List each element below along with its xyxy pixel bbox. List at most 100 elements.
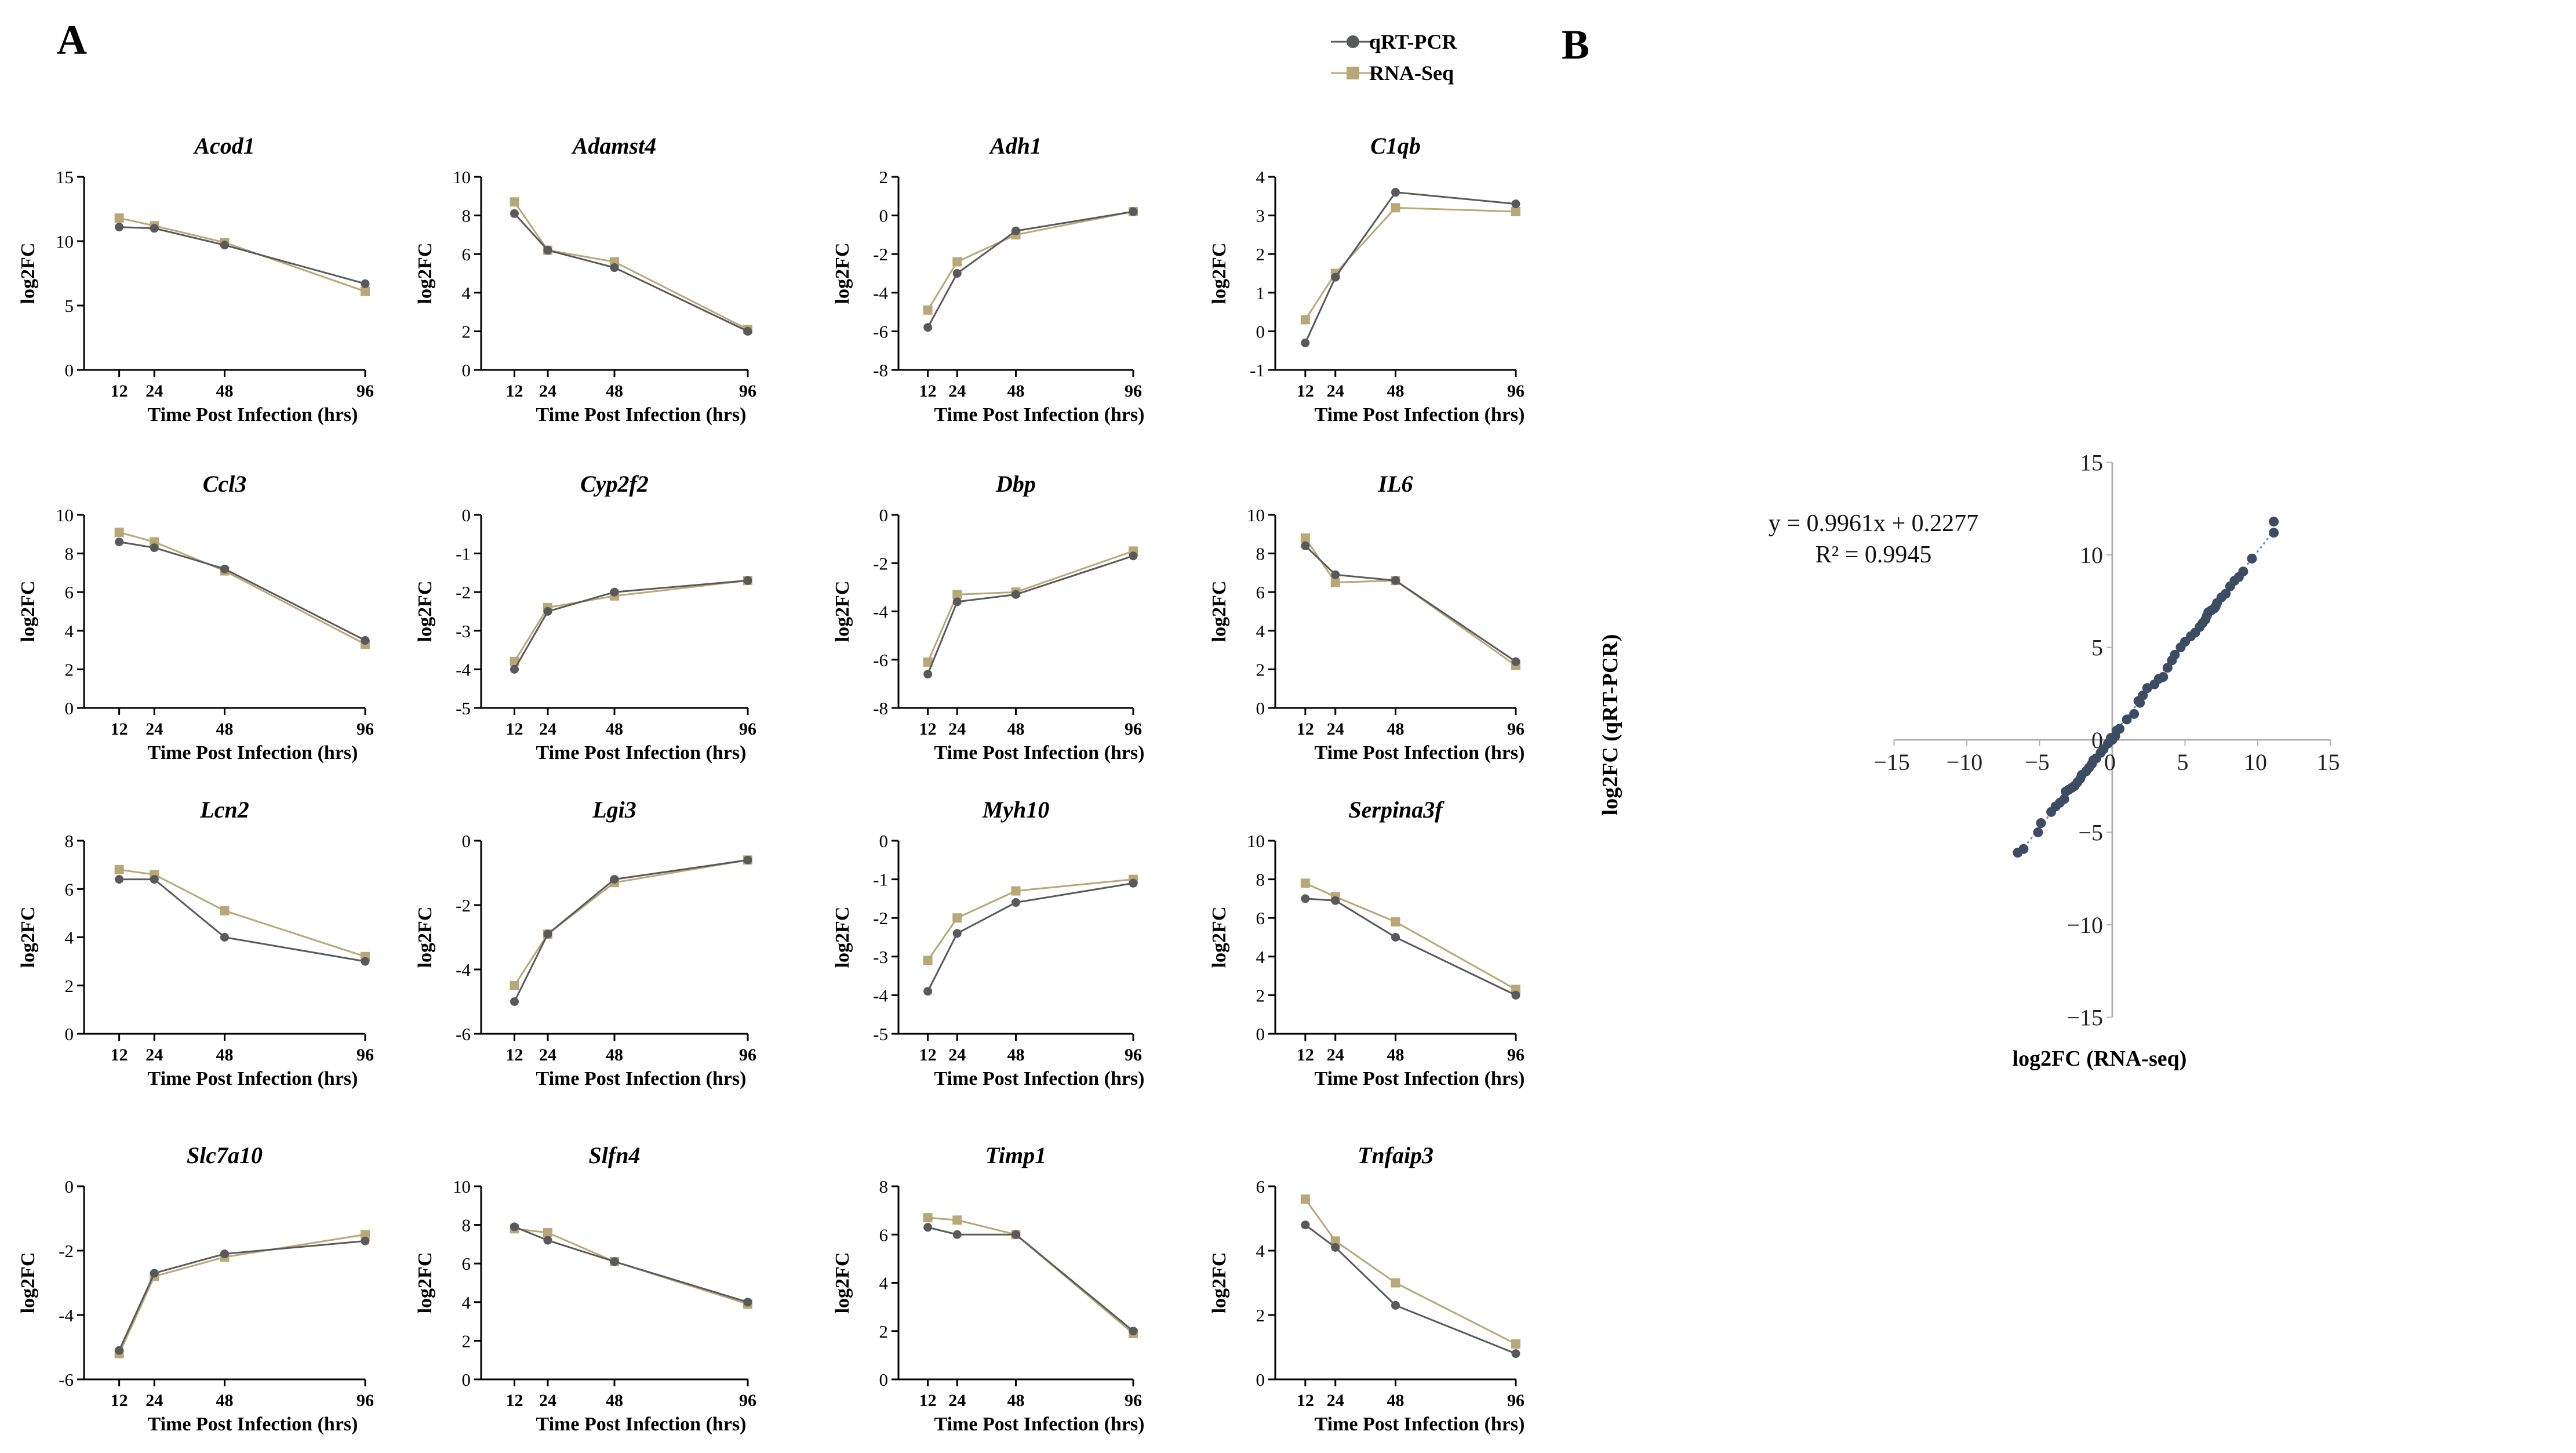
chart-title: Acod1 [192,133,254,159]
x-tick-label: 96 [1125,1045,1142,1065]
y-tick-label: 2 [462,321,471,342]
y-tick-label: 0 [462,505,471,525]
qrt-point [115,537,124,547]
x-axis-label: Time Post Infection (hrs) [536,1068,747,1089]
chart-title: Lcn2 [199,797,249,823]
qrt-point [1331,273,1340,282]
fit-r-squared: R² = 0.9945 [1815,542,1932,568]
y-tick-label: -6 [59,1370,74,1390]
x-axis-label: Time Post Infection (hrs) [148,742,358,764]
rna-point [923,956,933,965]
chart-acod1: Acod1 0 5 10 15 12 24 48 96 Time Post Infection (… [17,133,374,426]
y-axis-label: log2FC [832,1252,853,1314]
y-tick-label: -8 [873,360,888,380]
chart-title: Serpina3f [1348,797,1445,823]
qrt-point [1301,541,1310,550]
y-tick-label: -5 [873,1024,888,1044]
qrt-point [1391,1301,1400,1310]
chart-title: Dbp [995,471,1036,497]
x-tick-label: 48 [606,1045,623,1065]
y-tick-label: 4 [1256,621,1265,641]
rna-point [114,864,124,874]
legend-qrt-marker [1347,35,1359,48]
scatter-point [2036,818,2046,829]
x-tick-label: 24 [1327,382,1344,401]
rna-series-line [1304,537,1516,666]
x-tick-label: 96 [739,1045,756,1065]
scatter-point [2142,683,2152,693]
rna-point [1011,886,1021,896]
panel-label-a: A [57,17,87,63]
qrt-point [510,664,519,674]
y-tick-label: 5 [65,296,74,316]
x-tick-label: 12 [1297,382,1314,401]
qrt-series-line [1304,1224,1516,1354]
qrt-point [1129,878,1138,888]
y-tick-label: 10 [453,167,471,187]
qrt-point [543,929,552,939]
y-axis-label: log2FC [1209,1252,1230,1314]
y-tick-label: 0 [879,505,889,525]
qrt-point [1391,933,1400,942]
qrt-point [952,597,962,606]
scatter-y-tick-label: 15 [2080,450,2103,476]
qrt-point [1301,894,1310,903]
y-tick-label: 6 [462,1254,471,1274]
x-tick-label: 96 [1125,382,1142,401]
x-tick-label: 24 [539,720,556,739]
qrt-point [1012,226,1020,235]
y-tick-label: 10 [56,231,74,252]
rna-point [923,657,933,667]
x-tick-label: 12 [1297,1391,1314,1410]
qrt-point [1331,1243,1340,1252]
qrt-point [510,1222,519,1232]
x-tick-label: 12 [919,382,937,401]
scatter-y-tick-label: −10 [2066,912,2103,938]
x-tick-label: 48 [606,1391,623,1410]
rna-point [1330,1236,1340,1246]
scatter-y-axis-label: log2FC (qRT-PCR) [1598,634,1622,816]
y-tick-label: 6 [1256,1176,1265,1197]
x-tick-label: 24 [948,720,966,739]
x-axis-label: Time Post Infection (hrs) [1315,404,1525,426]
scatter-point [2112,725,2122,736]
x-tick-label: 96 [1507,1391,1525,1410]
rna-point [510,197,519,207]
y-tick-label: -8 [873,698,888,718]
x-axis-label: Time Post Infection (hrs) [536,742,747,764]
chart-adh1: Adh1 -8 -6 -4 -2 0 2 12 24 48 96 Time Post Infectio… [832,133,1144,426]
y-tick-label: -2 [456,895,471,916]
rna-series-line [927,210,1134,311]
x-tick-label: 12 [1297,720,1314,739]
rna-point [510,980,519,990]
rna-series-line [514,859,748,986]
qrt-point [1331,570,1340,579]
qrt-point [150,224,159,233]
y-tick-label: -2 [59,1241,74,1261]
chart-title: Myh10 [982,797,1050,823]
x-tick-label: 24 [145,1045,163,1065]
qrt-series-line [119,541,366,641]
qrt-series-line [927,882,1134,992]
qrt-point [610,875,619,884]
qrt-point [610,263,619,273]
x-tick-label: 96 [356,1045,374,1065]
x-axis-label: Time Post Infection (hrs) [934,1414,1145,1435]
qrt-point [361,635,370,645]
x-tick-label: 12 [111,1391,128,1410]
qrt-point [1391,576,1400,585]
qrt-point [923,323,933,332]
qrt-point [1511,1349,1520,1358]
rna-series-line [514,579,748,662]
x-tick-label: 96 [739,382,756,401]
qrt-point [115,1346,124,1355]
y-tick-label: 8 [65,544,74,564]
chart-title: Slc7a10 [187,1142,263,1168]
x-axis-label: Time Post Infection (hrs) [934,404,1145,426]
rna-series-line [1304,1198,1516,1345]
chart-cyp2f2: Cyp2f2 -5 -4 -3 -2 -1 0 12 24 48 96 Time Post Infec… [414,471,756,764]
x-tick-label: 48 [216,382,234,401]
qrt-series-line [514,859,748,1002]
